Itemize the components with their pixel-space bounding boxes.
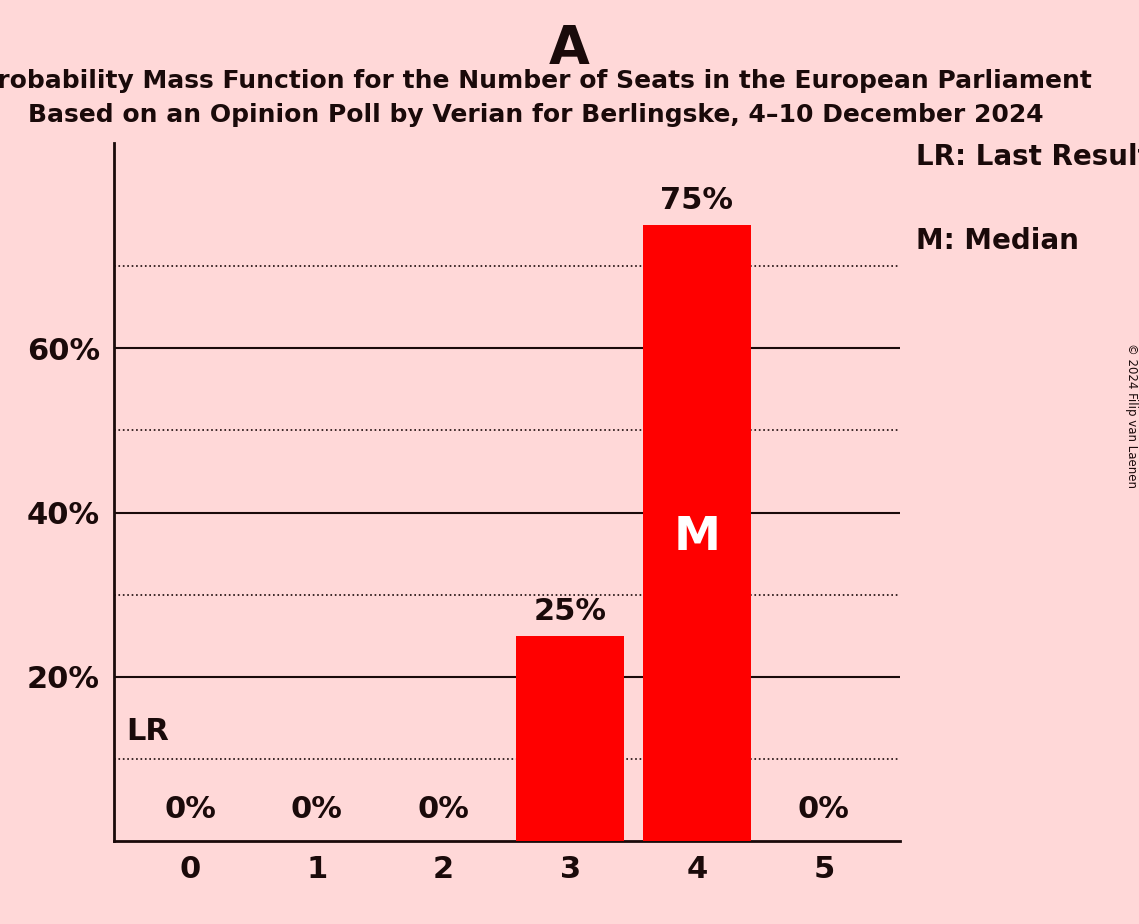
Text: M: M bbox=[673, 515, 721, 560]
Text: © 2024 Filip van Laenen: © 2024 Filip van Laenen bbox=[1124, 344, 1138, 488]
Bar bbox=[644, 225, 751, 841]
Bar bbox=[516, 636, 624, 841]
Text: Based on an Opinion Poll by Verian for Berlingske, 4–10 December 2024: Based on an Opinion Poll by Verian for B… bbox=[27, 103, 1043, 128]
Text: A: A bbox=[549, 23, 590, 75]
Text: Probability Mass Function for the Number of Seats in the European Parliament: Probability Mass Function for the Number… bbox=[0, 69, 1092, 93]
Text: LR: LR bbox=[126, 717, 170, 747]
Text: 75%: 75% bbox=[661, 187, 734, 215]
Text: 25%: 25% bbox=[534, 597, 607, 626]
Text: LR: Last Result: LR: Last Result bbox=[916, 143, 1139, 171]
Text: 0%: 0% bbox=[797, 796, 850, 824]
Text: 0%: 0% bbox=[418, 796, 469, 824]
Text: 0%: 0% bbox=[290, 796, 343, 824]
Text: M: Median: M: Median bbox=[916, 227, 1079, 255]
Text: 0%: 0% bbox=[164, 796, 216, 824]
